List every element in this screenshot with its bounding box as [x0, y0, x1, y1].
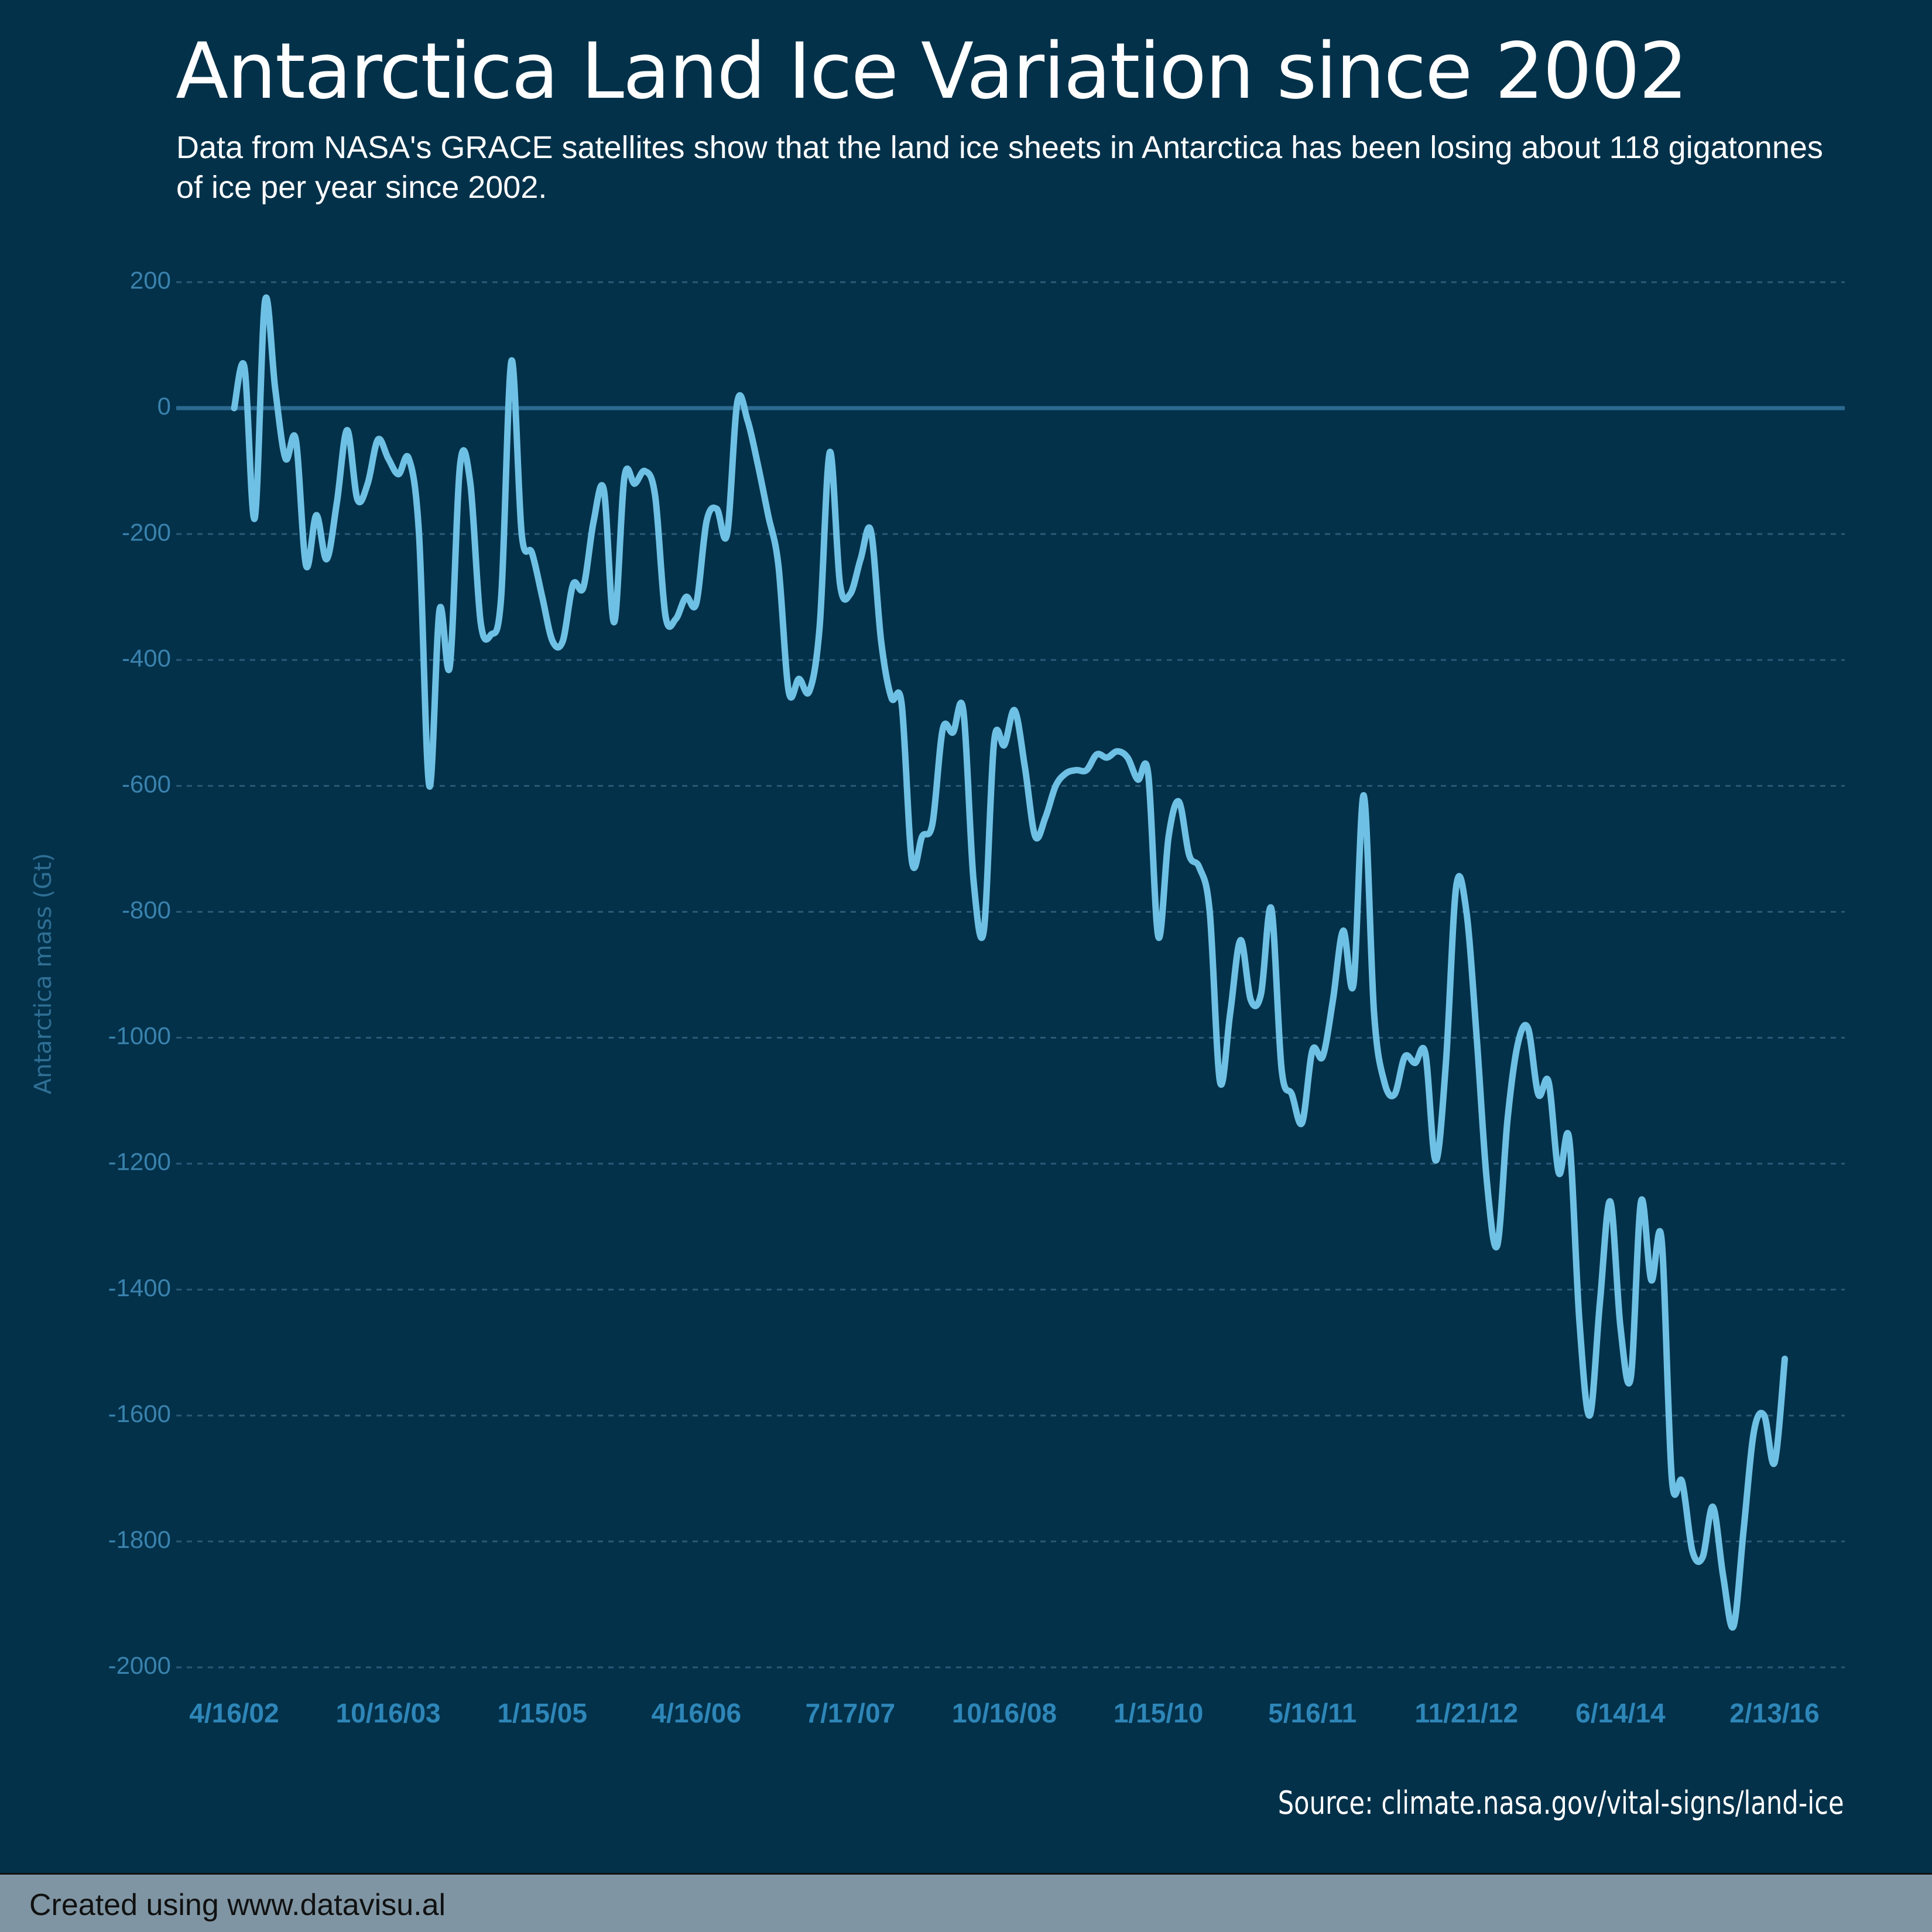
x-tick-label: 1/15/10: [1114, 1698, 1203, 1728]
y-tick-label: -400: [122, 644, 171, 672]
y-tick-label: -2000: [108, 1652, 171, 1679]
chart-subtitle: Data from NASA's GRACE satellites show t…: [176, 130, 1823, 205]
data-line: [231, 294, 1789, 1631]
x-tick-label: 7/17/07: [806, 1698, 895, 1728]
x-tick-label: 4/16/06: [652, 1698, 741, 1728]
x-tick-label: 1/15/05: [497, 1698, 587, 1728]
y-tick-label: 0: [157, 392, 171, 420]
x-tick-label: 6/14/14: [1575, 1698, 1666, 1728]
footer: Created using www.datavisu.al: [0, 1873, 1932, 1932]
x-tick-label: 2/13/16: [1729, 1698, 1819, 1728]
chart-title: Antarctica Land Ice Variation since 2002: [176, 26, 1688, 117]
x-tick-label: 11/21/12: [1415, 1698, 1519, 1728]
y-tick-label: -200: [122, 518, 171, 546]
footer-text: Created using www.datavisu.al: [29, 1888, 446, 1922]
x-tick-label: 5/16/11: [1268, 1698, 1356, 1728]
x-tick-label: 10/16/03: [336, 1698, 441, 1728]
y-tick-label: -1400: [108, 1274, 171, 1301]
y-tick-label: -1600: [108, 1400, 171, 1427]
chart: Antarctica mass (Gt) -2000-1800-1600-140…: [30, 266, 1845, 1728]
y-axis-label: Antarctica mass (Gt): [30, 853, 57, 1094]
source: Source: climate.nasa.gov/vital-signs/lan…: [1278, 1784, 1844, 1821]
y-tick-label: -1200: [108, 1148, 171, 1176]
y-tick-label: 200: [130, 266, 171, 294]
y-tick-label: -800: [122, 896, 171, 924]
y-tick-label: -1800: [108, 1526, 171, 1553]
x-tick-label: 10/16/08: [952, 1698, 1057, 1728]
y-tick-label: -600: [122, 770, 171, 797]
x-tick-label: 4/16/02: [189, 1698, 279, 1728]
y-tick-label: -1000: [108, 1022, 171, 1050]
